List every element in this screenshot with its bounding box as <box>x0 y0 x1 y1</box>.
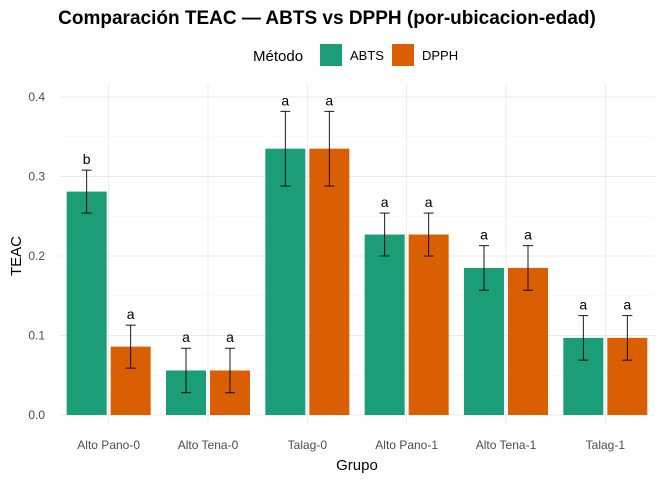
significance-label: a <box>226 329 234 345</box>
legend-label-abts: ABTS <box>350 48 384 63</box>
error-bars <box>81 110 633 394</box>
significance-label: a <box>182 329 190 345</box>
error-bar <box>81 169 92 214</box>
x-tick-label: Alto Pano-0 <box>77 438 140 452</box>
error-bar <box>379 212 390 257</box>
x-tick-label: Talag-0 <box>288 438 328 452</box>
error-bar <box>181 347 191 394</box>
significance-label: a <box>325 92 333 108</box>
bar-abts <box>364 234 405 415</box>
y-axis-ticks: 0.0 0.1 0.2 0.3 0.4 <box>28 90 45 422</box>
x-tick-label: Alto Tena-1 <box>476 438 537 452</box>
significance-label: a <box>127 306 135 322</box>
bar-dpph <box>408 234 449 415</box>
bar-dpph <box>309 148 350 416</box>
bars <box>66 148 648 416</box>
significance-label: a <box>480 227 488 243</box>
significance-label: a <box>579 297 587 313</box>
significance-label: b <box>83 151 91 167</box>
significance-labels: b a a a a a a a a a a a <box>83 92 632 345</box>
y-axis-title: TEAC <box>8 236 25 276</box>
error-bar <box>125 324 136 369</box>
error-bar <box>324 110 335 187</box>
x-axis-title: Grupo <box>336 457 378 474</box>
significance-label: a <box>623 297 631 313</box>
x-tick-label: Talag-1 <box>586 438 626 452</box>
bar-abts <box>66 191 107 415</box>
significance-label: a <box>425 194 433 210</box>
legend-label-dpph: DPPH <box>422 48 458 63</box>
error-bar <box>280 110 291 187</box>
grid <box>59 84 655 424</box>
legend-title: Método <box>253 48 303 65</box>
y-tick-label: 0.3 <box>28 170 45 184</box>
legend-key-dpph <box>392 44 414 66</box>
x-axis-ticks: Alto Pano-0 Alto Tena-0 Talag-0 Alto Pano-1… <box>77 438 625 452</box>
chart-title: Comparación TEAC — ABTS vs DPPH (por-ubi… <box>58 8 596 29</box>
error-bar <box>479 245 489 291</box>
y-tick-label: 0.2 <box>28 249 45 263</box>
significance-label: a <box>524 227 532 243</box>
legend-key-abts <box>320 44 342 66</box>
bar-dpph <box>508 267 548 415</box>
error-bar <box>523 245 533 291</box>
x-tick-label: Alto Tena-0 <box>178 438 239 452</box>
legend: Método ABTS DPPH <box>253 44 458 66</box>
error-bar <box>622 315 633 361</box>
y-tick-label: 0.1 <box>28 329 45 343</box>
y-tick-label: 0.0 <box>28 408 45 422</box>
significance-label: a <box>281 92 289 108</box>
bar-abts <box>265 148 306 416</box>
error-bar <box>578 315 589 361</box>
bar-abts <box>464 267 504 415</box>
error-bar <box>225 347 235 394</box>
y-tick-label: 0.4 <box>28 90 45 104</box>
significance-label: a <box>381 194 389 210</box>
x-tick-label: Alto Pano-1 <box>375 438 438 452</box>
error-bar <box>423 212 434 257</box>
